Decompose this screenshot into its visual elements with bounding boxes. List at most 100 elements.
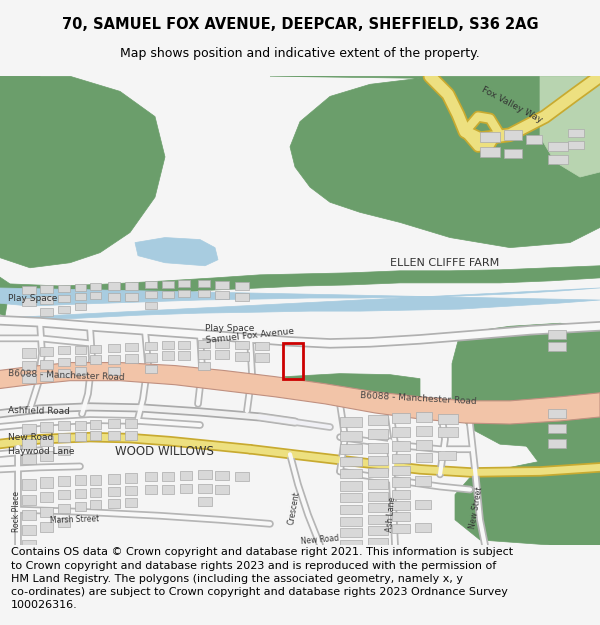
Bar [125,431,137,440]
Bar [504,149,522,158]
Text: Rock Place: Rock Place [12,491,21,532]
Bar [58,446,70,455]
Bar [526,135,542,144]
Bar [568,141,584,149]
Bar [145,302,157,309]
Bar [340,458,362,466]
Bar [392,441,410,451]
Bar [108,486,120,496]
Bar [90,420,101,429]
Bar [108,431,120,440]
Bar [90,499,101,509]
Bar [198,484,212,492]
Bar [438,427,458,437]
Bar [235,472,249,481]
Bar [108,293,120,301]
Bar [22,439,36,449]
Bar [162,291,174,298]
Bar [108,356,120,364]
Text: Play Space: Play Space [8,294,58,302]
Bar [90,346,101,354]
Bar [235,282,249,290]
Bar [40,422,53,432]
Bar [178,280,190,287]
Bar [22,286,36,294]
Bar [548,342,566,351]
Text: New Road: New Road [300,534,339,546]
Bar [180,484,192,492]
Bar [58,489,70,499]
Bar [108,344,120,352]
Bar [548,142,568,151]
Bar [368,456,388,466]
Polygon shape [0,256,600,298]
Bar [198,351,210,359]
Bar [438,451,456,461]
Bar [145,354,157,361]
Text: New Street: New Street [468,486,484,529]
Bar [368,503,388,512]
Bar [58,357,70,366]
Bar [125,343,138,351]
Bar [75,421,86,430]
Bar [415,476,431,486]
Bar [198,290,210,297]
Bar [235,293,249,301]
Bar [22,510,36,520]
Text: New Road: New Road [8,432,53,442]
Bar [568,129,584,137]
Bar [178,351,190,359]
Bar [125,473,137,482]
Bar [415,499,431,509]
Bar [22,494,36,504]
Polygon shape [0,76,40,157]
Bar [198,471,212,479]
Bar [480,147,500,157]
Bar [40,522,53,532]
Bar [340,528,362,537]
Text: B6088 - Manchester Road: B6088 - Manchester Road [360,391,477,406]
Bar [235,341,249,349]
Bar [255,342,269,351]
Bar [125,498,137,507]
Polygon shape [0,283,8,316]
Bar [340,444,362,454]
Bar [162,472,174,481]
Text: Ashfield Road: Ashfield Road [8,406,70,416]
Bar [22,424,36,434]
Bar [340,431,362,441]
Bar [40,451,53,461]
Bar [40,359,53,369]
Text: Crescent: Crescent [287,490,302,525]
Bar [180,471,192,481]
Bar [40,285,53,293]
Bar [90,283,101,290]
Bar [178,341,190,349]
Text: Haywood Lane: Haywood Lane [8,447,74,456]
Bar [90,292,101,299]
Bar [40,348,53,356]
Bar [75,303,86,310]
Bar [75,476,86,484]
Bar [368,492,388,501]
Text: Map shows position and indicative extent of the property.: Map shows position and indicative extent… [120,48,480,60]
Bar [162,341,174,349]
Bar [58,285,70,292]
Bar [283,343,303,379]
Bar [215,281,229,289]
Bar [58,306,70,313]
Bar [40,308,53,316]
Bar [75,432,86,441]
Bar [392,524,410,533]
Bar [392,478,410,486]
Bar [108,419,120,428]
Bar [392,501,410,510]
Bar [340,469,362,479]
Text: Marsh Street: Marsh Street [50,514,100,525]
Bar [145,472,157,481]
Bar [75,346,86,354]
Bar [22,348,36,358]
Bar [368,468,388,478]
Bar [22,525,36,535]
Bar [58,504,70,512]
